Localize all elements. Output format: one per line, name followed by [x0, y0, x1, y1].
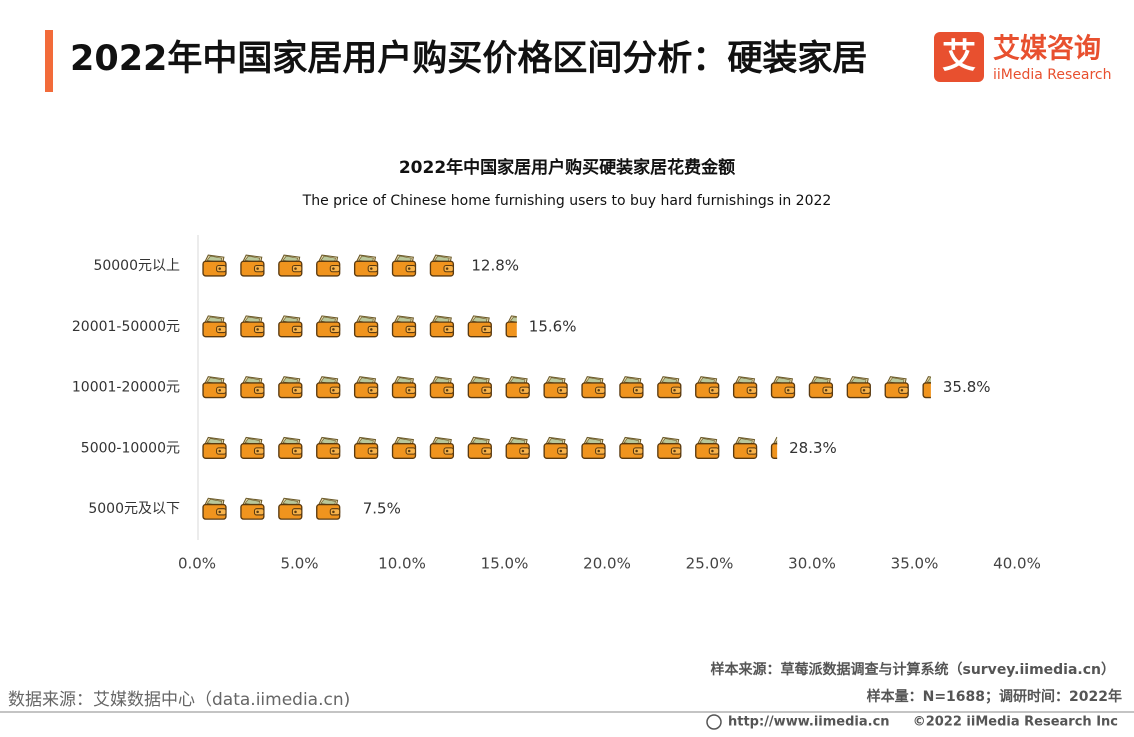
wallet-icon	[732, 436, 758, 459]
wallet-icon	[240, 315, 265, 338]
title-accent	[45, 30, 53, 92]
value-label: 28.3%	[789, 439, 837, 457]
wallet-icon	[505, 376, 530, 399]
wallet-icon	[543, 376, 568, 399]
x-tick-label: 25.0%	[686, 555, 734, 573]
value-label: 15.6%	[529, 317, 577, 335]
wallet-icon	[467, 436, 492, 459]
x-tick-label: 15.0%	[481, 555, 529, 573]
wallet-icon	[619, 436, 644, 459]
wallet-icon	[240, 497, 265, 520]
value-label: 7.5%	[363, 500, 401, 518]
wallet-icon	[429, 254, 455, 277]
data-source: 数据来源：艾媒数据中心（data.iimedia.cn)	[8, 690, 350, 710]
wallet-icon	[619, 376, 644, 399]
page-title: 2022年中国家居用户购买价格区间分析：硬装家居	[70, 39, 867, 79]
wallet-icon	[316, 376, 341, 399]
wallet-icon	[391, 315, 417, 338]
x-tick-label: 30.0%	[788, 555, 836, 573]
wallet-icon	[240, 376, 265, 399]
chart-title: 2022年中国家居用户购买硬装家居花费金额	[399, 157, 735, 178]
x-tick-label: 35.0%	[891, 555, 939, 573]
y-tick-label: 5000-10000元	[81, 440, 180, 456]
footer-url: http://www.iimedia.cn	[728, 715, 890, 730]
wallet-icon	[467, 376, 492, 399]
wallet-icon	[391, 436, 417, 459]
bar	[202, 315, 517, 338]
bar	[202, 376, 931, 399]
wallet-icon	[316, 436, 341, 459]
x-tick-label: 0.0%	[178, 555, 216, 573]
x-tick-label: 40.0%	[993, 555, 1041, 573]
wallet-icon	[316, 497, 341, 520]
x-tick-label: 10.0%	[378, 555, 426, 573]
globe-icon	[706, 714, 722, 730]
wallet-icon	[353, 436, 379, 459]
wallet-icon	[884, 376, 909, 399]
wallet-icon	[316, 315, 341, 338]
wallet-icon	[543, 436, 568, 459]
wallet-icon	[202, 315, 227, 338]
wallet-icon	[732, 376, 758, 399]
y-tick-label: 50000元以上	[93, 258, 180, 274]
wallet-icon	[808, 376, 834, 399]
logo-box	[934, 32, 984, 82]
wallet-icon	[429, 436, 455, 459]
chart-subtitle: The price of Chinese home furnishing use…	[302, 193, 832, 209]
wallet-icon	[770, 376, 796, 399]
wallet-icon	[202, 376, 227, 399]
y-tick-label: 5000元及以下	[88, 501, 180, 517]
wallet-icon	[278, 436, 303, 459]
value-label: 12.8%	[471, 257, 519, 275]
wallet-icon	[846, 376, 871, 399]
y-tick-label: 10001-20000元	[72, 380, 180, 396]
wallet-icon	[278, 254, 303, 277]
wallet-icon	[353, 376, 379, 399]
x-tick-label: 20.0%	[583, 555, 631, 573]
wallet-icon	[429, 315, 455, 338]
plot: 0.0% 5.0% 10.0% 15.0% 20.0% 25.0% 30.0% 35.0% 40…	[72, 254, 1041, 573]
wallet-icon	[467, 315, 492, 338]
wallet-icon	[391, 254, 417, 277]
logo-en: iiMedia Research	[993, 67, 1112, 83]
bar	[202, 254, 455, 277]
wallet-icon	[202, 497, 227, 520]
wallet-icon	[278, 315, 303, 338]
wallet-icon	[278, 497, 303, 520]
wallet-icon	[581, 376, 606, 399]
sample-size: 样本量：N=1688；调研时间：2022年	[867, 688, 1122, 705]
wallet-icon	[581, 436, 606, 459]
y-tick-label: 20001-50000元	[72, 319, 180, 335]
x-tick-label: 5.0%	[280, 555, 318, 573]
wallet-icon	[657, 436, 682, 459]
logo-mark: 艾	[942, 37, 976, 77]
wallet-icon	[240, 254, 265, 277]
wallet-icon	[505, 436, 530, 459]
sample-source: 样本来源：草莓派数据调查与计算系统（survey.iimedia.cn）	[710, 661, 1115, 678]
wallet-icon	[240, 436, 265, 459]
wallet-icon	[353, 254, 379, 277]
wallet-icon	[429, 376, 455, 399]
bar	[202, 436, 778, 459]
value-label: 35.8%	[943, 378, 991, 396]
wallet-icon	[202, 436, 227, 459]
wallet-icon	[657, 376, 682, 399]
logo-cn: 艾媒咨询	[993, 33, 1101, 65]
wallet-icon	[391, 376, 417, 399]
wallet-icon	[202, 254, 227, 277]
wallet-icon	[316, 254, 341, 277]
wallet-icon	[505, 315, 517, 338]
wallet-icon	[278, 376, 303, 399]
wallet-icon	[695, 436, 720, 459]
wallet-icon	[695, 376, 720, 399]
bar	[202, 497, 341, 520]
copyright: ©2022 iiMedia Research Inc	[913, 715, 1118, 730]
wallet-icon	[353, 315, 379, 338]
